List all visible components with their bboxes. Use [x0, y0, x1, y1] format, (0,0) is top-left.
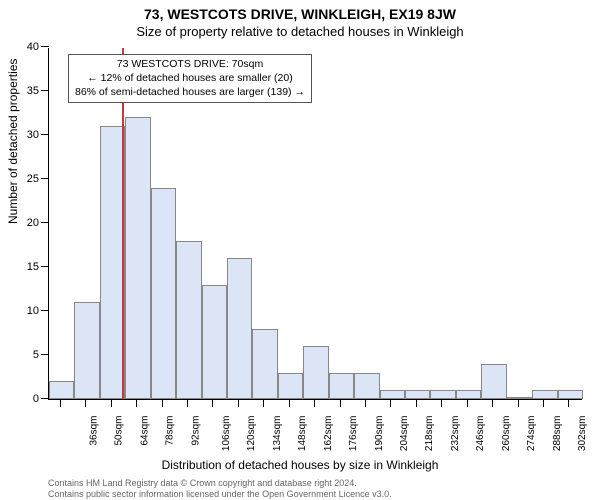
x-tick	[162, 399, 163, 407]
x-axis-label: Distribution of detached houses by size …	[0, 458, 600, 472]
y-tick	[41, 178, 49, 179]
x-tick-label: 302sqm	[577, 416, 588, 452]
x-tick	[60, 399, 61, 407]
y-tick-label: 5	[33, 349, 39, 361]
y-tick-label: 20	[27, 217, 39, 229]
x-tick	[390, 399, 391, 407]
x-tick-label: 288sqm	[552, 416, 563, 452]
annotation-line: 73 WESTCOTS DRIVE: 70sqm	[75, 57, 305, 71]
x-tick-label: 162sqm	[323, 416, 334, 452]
y-tick	[41, 310, 49, 311]
x-tick	[365, 399, 366, 407]
x-tick-label: 148sqm	[297, 416, 308, 452]
x-tick-label: 78sqm	[165, 416, 176, 446]
y-tick-label: 10	[27, 305, 39, 317]
x-tick-label: 204sqm	[399, 416, 410, 452]
histogram-bar	[202, 285, 227, 399]
x-tick	[518, 399, 519, 407]
x-tick	[314, 399, 315, 407]
x-tick	[568, 399, 569, 407]
y-tick-label: 15	[27, 261, 39, 273]
histogram-bar	[430, 390, 455, 399]
x-tick	[85, 399, 86, 407]
y-tick	[41, 398, 49, 399]
x-tick-label: 50sqm	[114, 416, 125, 446]
x-tick	[238, 399, 239, 407]
y-tick	[41, 354, 49, 355]
y-tick	[41, 266, 49, 267]
x-tick-label: 134sqm	[272, 416, 283, 452]
annotation-line: 86% of semi-detached houses are larger (…	[75, 85, 305, 99]
histogram-bar	[405, 390, 430, 399]
histogram-bar	[176, 241, 201, 399]
y-tick-label: 25	[27, 173, 39, 185]
y-tick	[41, 90, 49, 91]
y-tick	[41, 222, 49, 223]
x-tick	[212, 399, 213, 407]
x-tick	[289, 399, 290, 407]
histogram-bar	[74, 302, 99, 399]
histogram-bar	[354, 373, 379, 399]
histogram-bar	[227, 258, 252, 399]
y-tick	[41, 46, 49, 47]
histogram-bar	[558, 390, 583, 399]
footer-copyright: Contains HM Land Registry data © Crown c…	[48, 478, 357, 488]
x-tick	[441, 399, 442, 407]
histogram-bar	[507, 397, 532, 399]
x-tick	[543, 399, 544, 407]
histogram-bar	[278, 373, 303, 399]
x-tick-label: 260sqm	[501, 416, 512, 452]
histogram-bar	[49, 381, 74, 399]
x-tick	[467, 399, 468, 407]
histogram-bar	[380, 390, 405, 399]
x-tick-label: 176sqm	[348, 416, 359, 452]
x-tick-label: 92sqm	[190, 416, 201, 446]
histogram-bar	[481, 364, 506, 399]
x-tick-label: 36sqm	[88, 416, 99, 446]
x-tick-label: 190sqm	[374, 416, 385, 452]
x-tick-label: 232sqm	[450, 416, 461, 452]
histogram-bar	[252, 329, 277, 399]
annotation-line: ← 12% of detached houses are smaller (20…	[75, 71, 305, 85]
page-title: 73, WESTCOTS DRIVE, WINKLEIGH, EX19 8JW	[0, 0, 600, 22]
histogram-bar	[303, 346, 328, 399]
x-tick-label: 106sqm	[221, 416, 232, 452]
x-tick	[416, 399, 417, 407]
histogram-bar	[456, 390, 481, 399]
y-tick-label: 35	[27, 85, 39, 97]
histogram-bar	[151, 188, 176, 399]
x-tick	[340, 399, 341, 407]
x-tick-label: 246sqm	[475, 416, 486, 452]
x-tick	[263, 399, 264, 407]
x-tick	[187, 399, 188, 407]
x-tick	[111, 399, 112, 407]
y-axis-label: Number of detached properties	[6, 59, 20, 224]
x-tick-label: 64sqm	[139, 416, 150, 446]
page-subtitle: Size of property relative to detached ho…	[0, 22, 600, 39]
y-tick-label: 0	[33, 393, 39, 405]
footer-license: Contains public sector information licen…	[48, 489, 392, 499]
x-tick-label: 120sqm	[247, 416, 258, 452]
x-tick-label: 218sqm	[425, 416, 436, 452]
x-tick-label: 274sqm	[526, 416, 537, 452]
y-tick-label: 40	[27, 41, 39, 53]
x-tick	[136, 399, 137, 407]
histogram-bar	[125, 117, 150, 399]
histogram-chart: 051015202530354036sqm50sqm64sqm78sqm92sq…	[48, 48, 582, 400]
histogram-bar	[532, 390, 557, 399]
y-tick-label: 30	[27, 129, 39, 141]
y-tick	[41, 134, 49, 135]
x-tick	[492, 399, 493, 407]
histogram-bar	[329, 373, 354, 399]
annotation-box: 73 WESTCOTS DRIVE: 70sqm ← 12% of detach…	[68, 54, 312, 103]
